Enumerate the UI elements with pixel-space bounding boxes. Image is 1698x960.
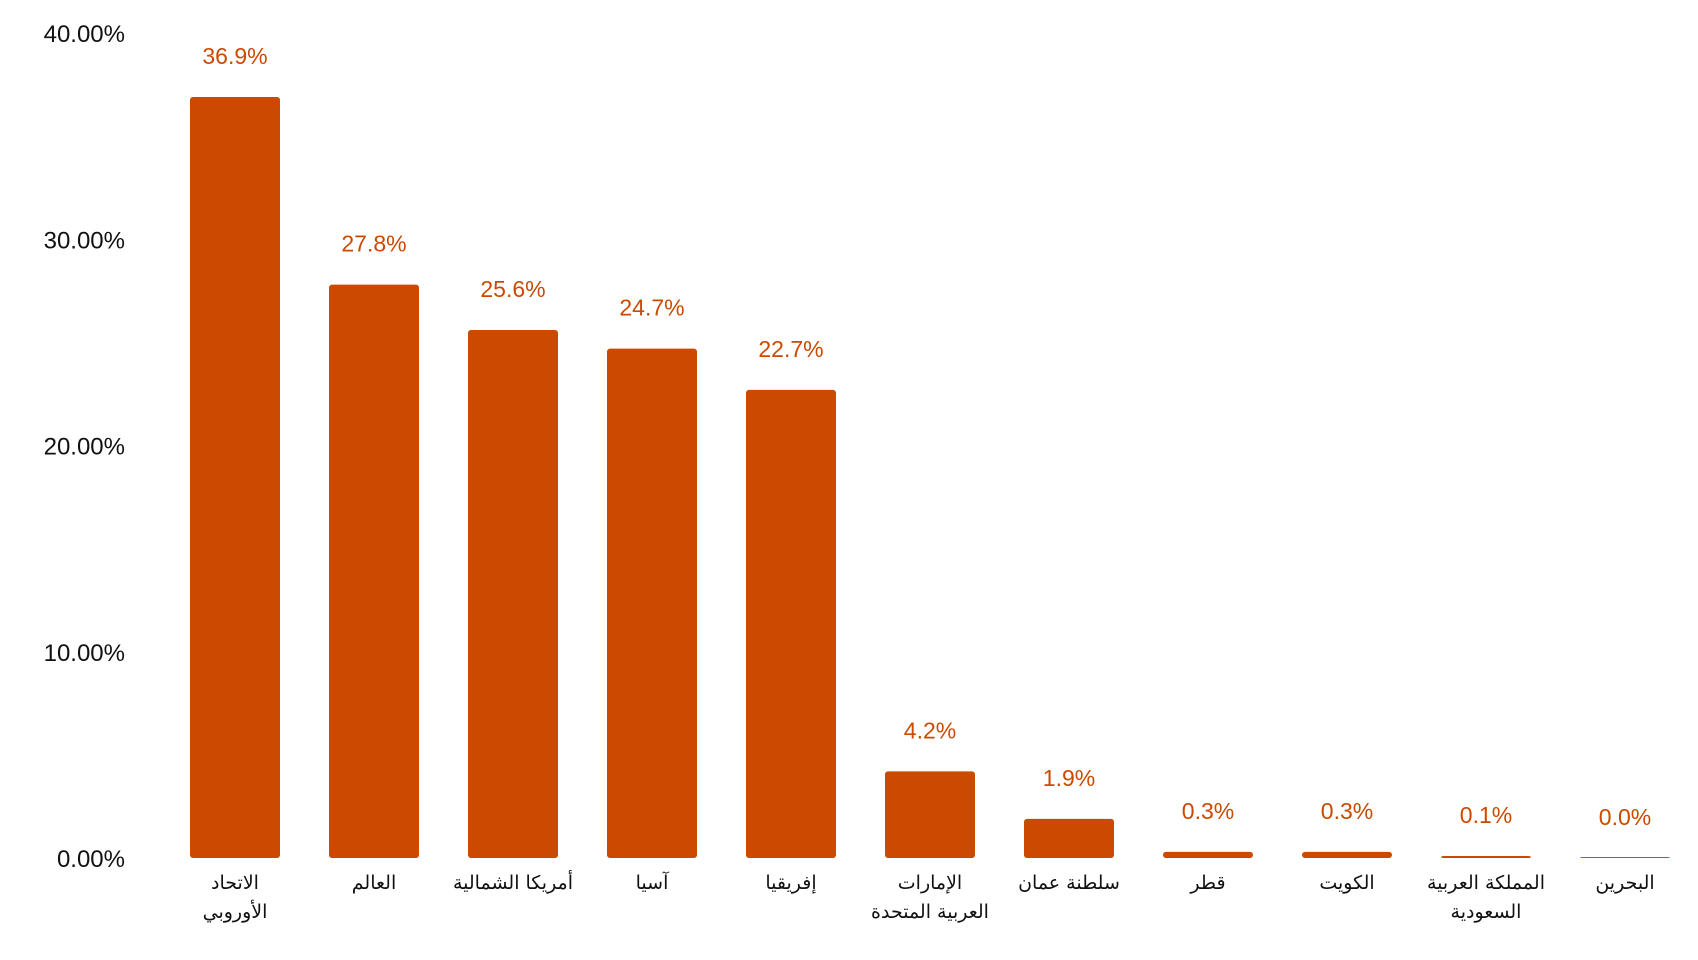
x-tick-label: الأوروبي [203,900,268,923]
x-tick-label: العربية المتحدة [871,901,989,923]
y-tick-label: 30.00% [44,227,125,254]
bars [190,96,1670,858]
x-tick-label: البحرين [1595,872,1654,894]
y-tick-label: 20.00% [44,434,125,461]
x-tick-label: السعودية [1451,901,1522,923]
bar[interactable] [1302,851,1392,858]
bar[interactable] [190,96,280,858]
bar[interactable] [1024,818,1114,858]
bar[interactable] [1163,851,1253,858]
x-tick-label: الاتحاد [211,872,259,894]
data-label: 1.9% [1043,765,1095,791]
x-tick-label: إفريقيا [765,872,816,895]
bar[interactable] [885,771,975,858]
data-labels: 36.9% 27.8% 25.6% 24.7% 22.7% 4.2% 1.9% 0.3% 0.3… [202,43,1651,830]
data-label: 27.8% [341,231,406,257]
data-label: 25.6% [480,276,545,302]
x-tick-label: الإمارات [898,872,962,894]
data-label: 0.3% [1182,798,1234,824]
bar[interactable] [1580,857,1670,858]
data-label: 0.3% [1321,798,1373,824]
x-tick-label: الكويت [1319,872,1374,894]
x-tick-label: أمريكا الشمالية [453,870,573,894]
data-label: 4.2% [904,717,956,743]
x-axis: الاتحاد الأوروبي العالم أمريكا الشمالية آسيا… [203,870,1655,923]
x-tick-label: سلطنة عمان [1018,872,1120,894]
bar[interactable] [329,284,419,858]
x-tick-label: قطر [1189,872,1225,894]
y-axis: 0.00% 10.00% 20.00% 30.00% 40.00% [44,21,125,873]
bar[interactable] [746,389,836,858]
data-label: 0.1% [1460,802,1512,828]
y-tick-label: 40.00% [44,21,125,48]
data-label: 24.7% [619,295,684,321]
x-tick-label: آسيا [636,870,669,894]
data-label: 36.9% [202,43,267,69]
y-tick-label: 0.00% [57,846,125,873]
x-tick-label: المملكة العربية [1427,872,1545,894]
x-tick-label: العالم [352,872,396,894]
bar[interactable] [607,348,697,858]
y-tick-label: 10.00% [44,640,125,667]
bar[interactable] [1441,855,1531,858]
data-label: 0.0% [1599,804,1651,830]
data-label: 22.7% [758,336,823,362]
bar[interactable] [468,330,558,858]
